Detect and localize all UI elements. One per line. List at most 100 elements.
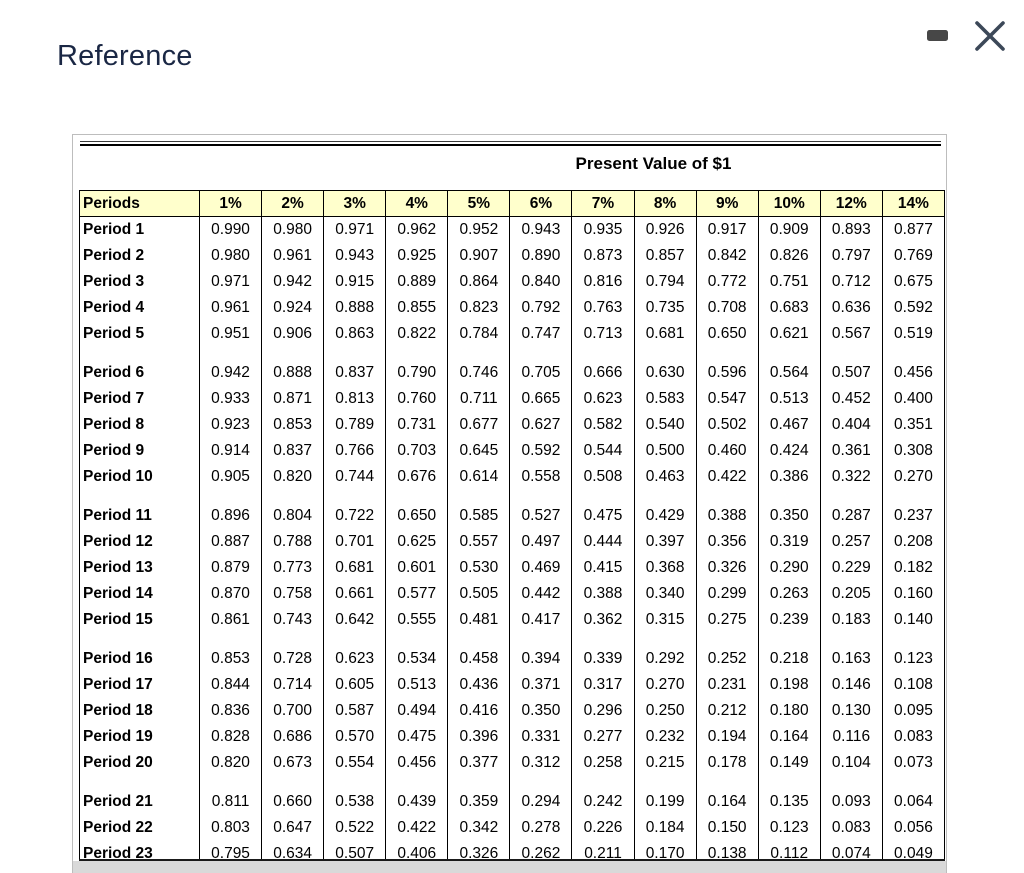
spacer-cell xyxy=(261,490,325,503)
value-cell: 0.917 xyxy=(695,216,759,243)
value-cell: 0.558 xyxy=(509,464,573,490)
table-row: Period 6 0.942 0.888 0.837 0.790 0.746 0.705 0.… xyxy=(79,360,946,386)
period-label: Period 10 xyxy=(79,464,200,490)
value-cell: 0.797 xyxy=(819,243,883,269)
value-cell: 0.400 xyxy=(881,386,946,412)
value-cell: 0.130 xyxy=(819,698,883,724)
header-cell-rate: 5% xyxy=(447,190,511,217)
period-label: Period 5 xyxy=(79,321,200,347)
value-cell: 0.519 xyxy=(881,321,946,347)
spacer-cell xyxy=(198,633,263,646)
value-cell: 0.371 xyxy=(509,672,573,698)
value-cell: 0.150 xyxy=(695,815,759,841)
value-cell: 0.557 xyxy=(447,529,511,555)
value-cell: 0.422 xyxy=(385,815,449,841)
spacer-cell xyxy=(819,347,883,360)
spacer-cell xyxy=(323,490,387,503)
spacer-cell xyxy=(198,347,263,360)
value-cell: 0.463 xyxy=(633,464,697,490)
value-cell: 0.804 xyxy=(261,503,325,529)
value-cell: 0.505 xyxy=(447,581,511,607)
period-label: Period 19 xyxy=(79,724,200,750)
value-cell: 0.258 xyxy=(571,750,635,776)
value-cell: 0.146 xyxy=(819,672,883,698)
table-row: Period 18 0.836 0.700 0.587 0.494 0.416 0.350 0… xyxy=(79,698,946,724)
value-cell: 0.198 xyxy=(757,672,821,698)
header-cell-rate: 3% xyxy=(323,190,387,217)
value-cell: 0.452 xyxy=(819,386,883,412)
spacer-cell xyxy=(881,776,946,789)
minimize-button[interactable] xyxy=(920,22,954,48)
value-cell: 0.422 xyxy=(695,464,759,490)
value-cell: 0.583 xyxy=(633,386,697,412)
period-label: Period 21 xyxy=(79,789,200,815)
value-cell: 0.056 xyxy=(881,815,946,841)
period-label: Period 7 xyxy=(79,386,200,412)
value-cell: 0.424 xyxy=(757,438,821,464)
spacer-cell xyxy=(633,776,697,789)
header-cell-rate: 4% xyxy=(385,190,449,217)
value-cell: 0.636 xyxy=(819,295,883,321)
value-cell: 0.350 xyxy=(757,503,821,529)
value-cell: 0.469 xyxy=(509,555,573,581)
value-cell: 0.889 xyxy=(385,269,449,295)
value-cell: 0.863 xyxy=(323,321,387,347)
spacer-cell xyxy=(323,633,387,646)
table-title: Present Value of $1 xyxy=(575,154,732,173)
value-cell: 0.861 xyxy=(198,607,263,633)
value-cell: 0.630 xyxy=(633,360,697,386)
value-cell: 0.278 xyxy=(509,815,573,841)
value-cell: 0.877 xyxy=(881,216,946,243)
value-cell: 0.665 xyxy=(509,386,573,412)
value-cell: 0.711 xyxy=(447,386,511,412)
value-cell: 0.362 xyxy=(571,607,635,633)
value-cell: 0.751 xyxy=(757,269,821,295)
value-cell: 0.592 xyxy=(509,438,573,464)
value-cell: 0.853 xyxy=(198,646,263,672)
value-cell: 0.871 xyxy=(261,386,325,412)
value-cell: 0.601 xyxy=(385,555,449,581)
close-button[interactable] xyxy=(970,15,1010,57)
value-cell: 0.961 xyxy=(198,295,263,321)
value-cell: 0.794 xyxy=(633,269,697,295)
spacer-cell xyxy=(571,347,635,360)
value-cell: 0.676 xyxy=(385,464,449,490)
spacer-cell xyxy=(385,490,449,503)
table-row: Period 22 0.803 0.647 0.522 0.422 0.342 0.278 0… xyxy=(79,815,946,841)
value-cell: 0.763 xyxy=(571,295,635,321)
value-cell: 0.890 xyxy=(509,243,573,269)
spacer-cell xyxy=(757,776,821,789)
value-cell: 0.587 xyxy=(323,698,387,724)
value-cell: 0.467 xyxy=(757,412,821,438)
value-cell: 0.377 xyxy=(447,750,511,776)
spacer-cell xyxy=(79,633,200,646)
horizontal-scrollbar[interactable] xyxy=(73,861,946,873)
value-cell: 0.205 xyxy=(819,581,883,607)
value-cell: 0.160 xyxy=(881,581,946,607)
spacer-cell xyxy=(695,490,759,503)
period-label: Period 20 xyxy=(79,750,200,776)
value-cell: 0.287 xyxy=(819,503,883,529)
value-cell: 0.840 xyxy=(509,269,573,295)
value-cell: 0.728 xyxy=(261,646,325,672)
spacer-cell xyxy=(79,776,200,789)
value-cell: 0.907 xyxy=(447,243,511,269)
value-cell: 0.239 xyxy=(757,607,821,633)
value-cell: 0.123 xyxy=(757,815,821,841)
value-cell: 0.837 xyxy=(261,438,325,464)
value-cell: 0.508 xyxy=(571,464,635,490)
value-cell: 0.331 xyxy=(509,724,573,750)
period-label: Period 16 xyxy=(79,646,200,672)
value-cell: 0.199 xyxy=(633,789,697,815)
value-cell: 0.242 xyxy=(571,789,635,815)
period-label: Period 15 xyxy=(79,607,200,633)
value-cell: 0.650 xyxy=(385,503,449,529)
value-cell: 0.312 xyxy=(509,750,573,776)
value-cell: 0.708 xyxy=(695,295,759,321)
value-cell: 0.703 xyxy=(385,438,449,464)
value-cell: 0.650 xyxy=(695,321,759,347)
spacer-cell xyxy=(447,633,511,646)
spacer-cell xyxy=(633,490,697,503)
table-row: Period 12 0.887 0.788 0.701 0.625 0.557 0.497 0… xyxy=(79,529,946,555)
value-cell: 0.356 xyxy=(695,529,759,555)
